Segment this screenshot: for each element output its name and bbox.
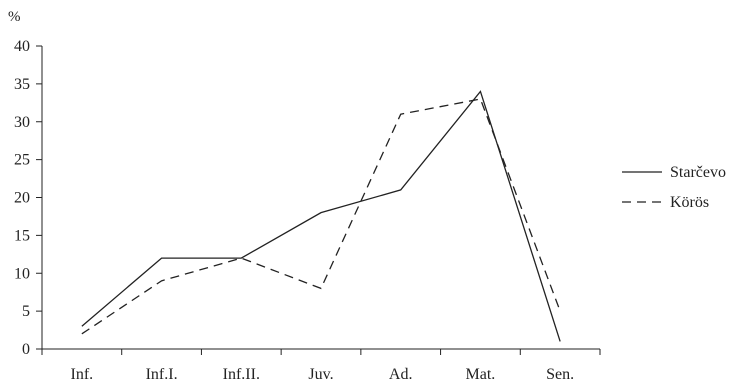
legend: Starčevo Körös: [622, 164, 726, 211]
y-tick-label: 30: [14, 114, 30, 131]
legend-label: Starčevo: [670, 164, 726, 181]
series-line-koros: [81, 98, 561, 335]
y-tick-label: 25: [14, 152, 30, 169]
x-tick-label: Inf.I.: [146, 366, 178, 383]
x-tick-label: Inf.II.: [223, 366, 260, 383]
y-tick-label: 0: [22, 341, 30, 358]
x-tick-label: Inf.: [71, 366, 94, 383]
y-tick-label: 5: [22, 303, 30, 320]
y-tick-label: 40: [14, 38, 30, 55]
legend-label: Körös: [670, 194, 709, 211]
y-tick-label: 35: [14, 76, 30, 93]
series-line-starcevo: [81, 90, 561, 342]
y-tick-label: 15: [14, 227, 30, 244]
x-tick-label: Sen.: [546, 366, 574, 383]
series-lines: [81, 90, 561, 342]
y-unit-label: %: [8, 9, 21, 25]
x-tick-label: Juv.: [308, 366, 333, 383]
x-tick-label: Ad.: [389, 366, 413, 383]
y-axis-ticks: 0 5 10 15 20 25 30 35 40: [14, 38, 42, 358]
x-axis-ticks: Inf. Inf.I. Inf.II. Juv. Ad. Mat. Sen.: [41, 349, 601, 383]
y-tick-label: 20: [14, 190, 30, 207]
y-tick-label: 10: [14, 265, 30, 282]
x-tick-label: Mat.: [466, 366, 496, 383]
